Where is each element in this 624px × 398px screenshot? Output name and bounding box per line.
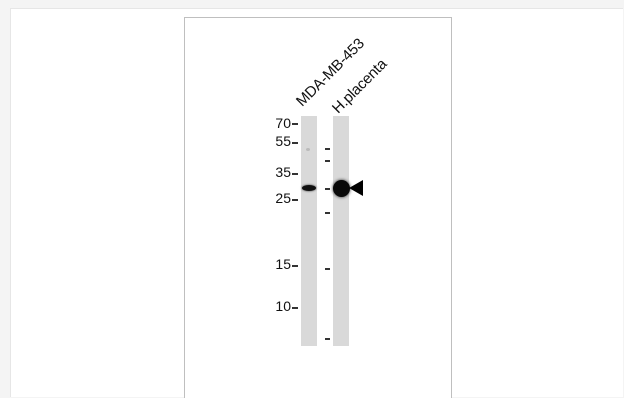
marker-55-dash [292,142,298,144]
marker-10: 10 [275,298,291,314]
marker-15: 15 [275,256,291,272]
marker-70-dash [292,123,298,125]
faint-spot [306,148,310,151]
marker-15-dash [292,265,298,267]
marker-35-dash [292,173,298,175]
ladder-tick [325,268,330,270]
marker-10-dash [292,307,298,309]
marker-25: 25 [275,190,291,206]
target-band-arrow-icon [349,180,363,196]
lane-mda-mb-453 [301,116,317,346]
ladder-tick [325,160,330,162]
ladder-tick [325,188,330,190]
marker-70: 70 [275,115,291,131]
marker-25-dash [292,199,298,201]
ladder-tick [325,148,330,150]
band-mda-mb-453 [302,185,316,191]
ladder-tick [325,212,330,214]
marker-35: 35 [275,164,291,180]
western-blot-panel: MDA-MB-453 H.placenta 70 55 35 25 15 10 [184,17,452,398]
ladder-tick [325,338,330,340]
lane-h-placenta [333,116,349,346]
band-h-placenta [333,180,350,197]
marker-55: 55 [275,133,291,149]
